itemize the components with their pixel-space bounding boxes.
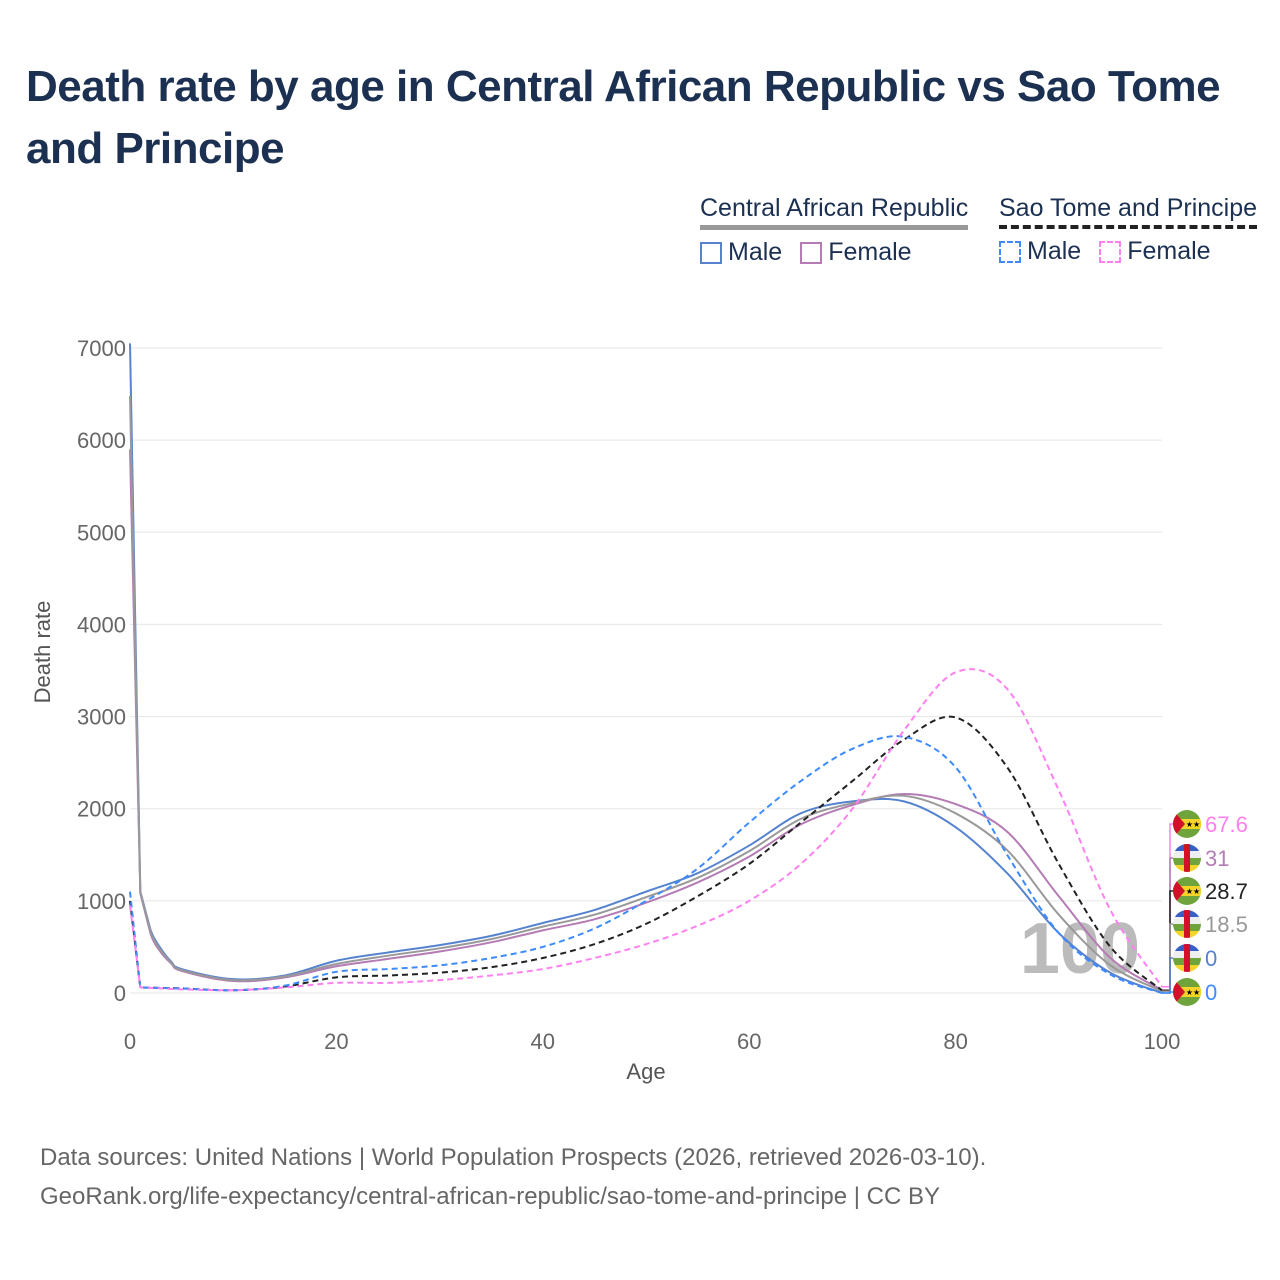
y-tick-label: 4000: [77, 612, 126, 637]
end-value-label: 18.5: [1205, 912, 1248, 937]
legend-item-car-male[interactable]: Male: [700, 238, 782, 267]
footer-link[interactable]: GeoRank.org/life-expectancy/central-afri…: [40, 1183, 940, 1210]
svg-text:★★: ★★: [1186, 887, 1200, 896]
end-value-label: 31: [1205, 846, 1229, 871]
end-value-label: 0: [1205, 946, 1217, 971]
footer-sources: Data sources: United Nations | World Pop…: [40, 1144, 987, 1171]
legend-group-car: Central African Republic Male Female: [700, 194, 969, 267]
x-axis-label: Age: [626, 1059, 665, 1084]
x-tick-label: 40: [531, 1029, 555, 1054]
y-tick-label: 2000: [77, 797, 126, 822]
swatch-icon: [800, 241, 823, 264]
y-tick-label: 3000: [77, 705, 126, 730]
legend-title-car: Central African Republic: [700, 194, 969, 230]
series-line-2: [129, 395, 1163, 993]
series-line-1: [129, 449, 1163, 991]
svg-text:★★: ★★: [1186, 988, 1200, 997]
series-line-5: [129, 668, 1163, 992]
x-tick-label: 60: [737, 1029, 761, 1054]
sao-tome-flag-icon: ★★: [1173, 978, 1201, 1006]
legend-item-car-female[interactable]: Female: [800, 238, 912, 267]
sao-tome-flag-icon: ★★: [1173, 877, 1201, 905]
car-flag-icon: [1173, 910, 1201, 938]
legend-label: Female: [1127, 237, 1211, 265]
legend-label: Male: [728, 238, 783, 266]
end-value-label: 0: [1205, 980, 1217, 1005]
x-tick-label: 0: [124, 1029, 136, 1054]
legend-title-stp: Sao Tome and Principe: [999, 194, 1258, 229]
y-tick-label: 6000: [77, 428, 126, 453]
y-tick-label: 5000: [77, 520, 126, 545]
x-tick-label: 100: [1144, 1029, 1181, 1054]
legend-label: Female: [828, 238, 912, 266]
legend-item-stp-female[interactable]: Female: [1099, 237, 1211, 266]
x-tick-label: 20: [324, 1029, 348, 1054]
chart-title: Death rate by age in Central African Rep…: [26, 62, 1221, 173]
swatch-icon: [1099, 240, 1122, 263]
legend-item-stp-male[interactable]: Male: [999, 237, 1081, 266]
car-flag-icon: [1173, 844, 1201, 872]
series-line-4: [129, 735, 1163, 994]
y-axis-label: Death rate: [30, 601, 55, 704]
y-tick-label: 7000: [77, 336, 126, 361]
svg-text:★★: ★★: [1186, 820, 1200, 829]
y-tick-label: 1000: [77, 889, 126, 914]
car-flag-icon: [1173, 944, 1201, 972]
watermark-age: 100: [1020, 909, 1140, 989]
legend-label: Male: [1027, 237, 1082, 265]
series-line-0: [129, 343, 1163, 994]
swatch-icon: [700, 241, 722, 264]
legend-group-stp: Sao Tome and Principe Male Female: [999, 194, 1258, 266]
end-value-label: 28.7: [1205, 879, 1248, 904]
x-tick-label: 80: [943, 1029, 967, 1054]
end-value-label: 67.6: [1205, 812, 1248, 837]
swatch-icon: [999, 240, 1021, 263]
end-label-connector: [1162, 890, 1176, 992]
series-line-3: [129, 715, 1163, 992]
y-tick-label: 0: [114, 981, 126, 1006]
sao-tome-flag-icon: ★★: [1173, 810, 1201, 838]
footer: Data sources: United Nations | World Pop…: [40, 1138, 986, 1216]
